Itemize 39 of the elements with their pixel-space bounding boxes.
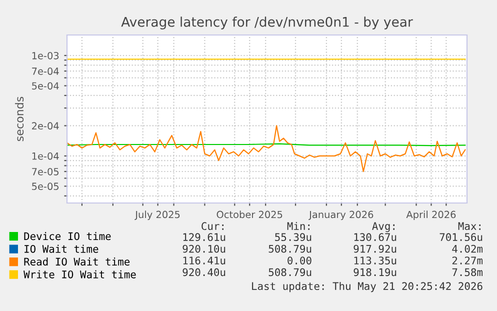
text: Last update: Thu May 21 20:25:42 2026: [252, 282, 482, 292]
text: 508.79u: [268, 244, 312, 253]
text: 116.41u: [183, 256, 226, 264]
text: 7.58m: [452, 268, 483, 276]
y-tick-label: 7e-05: [32, 168, 59, 176]
y-tick-label: 1e-04: [32, 152, 59, 160]
y-axis-title: seconds: [15, 96, 24, 142]
text: 113.35u: [354, 256, 396, 264]
text: 55.39u: [275, 233, 312, 242]
text: Min:: [287, 222, 310, 230]
y-tick-label: 5e-04: [32, 82, 59, 90]
y-tick-label: 5e-05: [32, 182, 59, 190]
y-tick-label: 1e-03: [32, 52, 59, 60]
legend-label: Device IO time: [24, 232, 111, 240]
x-tick-label: January 2026: [308, 210, 374, 220]
x-tick-label: April 2026: [406, 210, 456, 220]
legend-label: IO Wait time: [24, 244, 98, 253]
text: Cur:: [202, 222, 224, 230]
text: 129.61u: [183, 233, 226, 242]
text: 920.10u: [182, 244, 226, 253]
y-tick-label: 7e-04: [32, 68, 59, 75]
text: Max:: [458, 222, 480, 230]
line-series: [67, 125, 466, 172]
x-tick-label: July 2025: [134, 210, 180, 220]
text: 917.92u: [354, 244, 396, 253]
x-tick-label: October 2025: [216, 210, 282, 218]
text: 508.79u: [268, 268, 312, 276]
legend-label: Read IO Wait time: [24, 258, 130, 266]
text: 130.67u: [354, 233, 396, 242]
text: 0.00: [288, 256, 312, 264]
text: 2.27m: [452, 256, 483, 264]
text: 701.56u: [440, 233, 482, 242]
text: 918.19u: [354, 268, 396, 276]
text: Avg:: [372, 222, 394, 232]
chart-title: Average latency for /dev/nvme0n1 - by year: [121, 16, 413, 30]
text: 920.40u: [182, 268, 226, 276]
legend-label: Write IO Wait time: [24, 270, 136, 278]
y-tick-label: 2e-04: [32, 122, 59, 130]
text: 4.02m: [452, 244, 483, 253]
